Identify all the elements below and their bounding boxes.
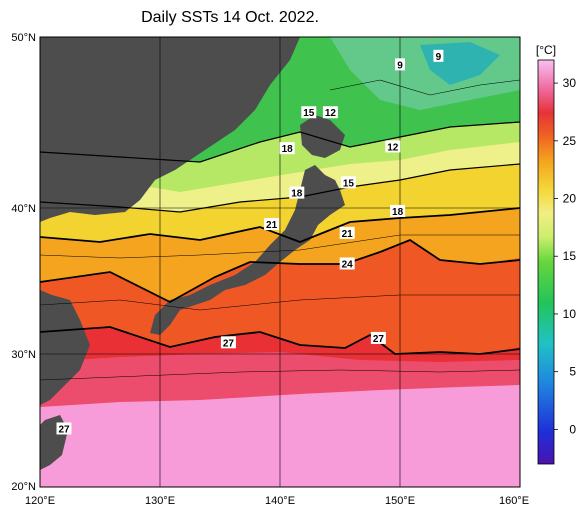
isotherm-label: 18: [291, 189, 303, 200]
graticule: [39, 36, 521, 488]
isotherm-labels: 9 9 15 12 12 18 15 18 18 21 21 24 27 27 27: [56, 49, 444, 435]
colorbar-tick-label: 0: [569, 422, 576, 436]
isotherm-label: 27: [373, 334, 385, 345]
colorbar: [°C] 30 25 20 15 10 5 0: [536, 43, 576, 465]
colorbar-gradient: [537, 59, 555, 465]
isotherm-label-box: [264, 218, 280, 231]
isotherm-label-box: [370, 331, 386, 344]
lon-tick-160: 160°E: [499, 495, 529, 507]
isotherm-label: 24: [342, 259, 354, 270]
isotherm-label-box: [56, 422, 72, 435]
map-title: Daily SSTs 14 Oct. 2022.: [141, 9, 319, 26]
lon-tick-130: 130°E: [145, 495, 175, 507]
isotherm-label-box: [301, 106, 317, 119]
lon-tick-140: 140°E: [265, 495, 295, 507]
isotherm-label-box: [339, 257, 355, 270]
isotherm-label-box: [390, 204, 406, 217]
isotherm-label: 12: [325, 108, 337, 119]
lon-axis: 120°E 130°E 140°E 150°E 160°E: [25, 495, 529, 507]
isotherm-label: 9: [397, 60, 403, 71]
colorbar-tick-label: 15: [563, 249, 577, 263]
lon-tick-150: 150°E: [385, 495, 415, 507]
isotherm-label-box: [340, 176, 356, 189]
isotherm-label: 18: [282, 144, 294, 155]
isotherm-label: 9: [436, 52, 442, 63]
colorbar-tick-label: 5: [569, 365, 576, 379]
colorbar-tick-label: 25: [563, 134, 577, 148]
isotherm-label-box: [433, 49, 444, 62]
isotherm-label: 27: [223, 338, 235, 349]
colorbar-ticks: 30 25 20 15 10 5 0: [554, 76, 576, 436]
colorbar-tick-label: 10: [563, 307, 577, 321]
colorbar-tick-label: 30: [563, 76, 577, 90]
isotherm-label: 15: [343, 178, 355, 189]
lat-tick-20: 20°N: [11, 481, 36, 493]
colorbar-unit: [°C]: [536, 43, 556, 57]
colorbar-tick-label: 20: [563, 192, 577, 206]
isotherm-label: 12: [387, 142, 399, 153]
isotherm-label-box: [220, 336, 236, 349]
lat-tick-50: 50°N: [11, 32, 36, 44]
lat-tick-30: 30°N: [11, 349, 36, 361]
isotherm-label: 27: [58, 424, 70, 435]
isotherm-label: 21: [266, 220, 278, 231]
isotherm-label-box: [279, 142, 295, 155]
lon-tick-120: 120°E: [25, 495, 55, 507]
isotherm-label-box: [385, 140, 401, 153]
isotherm-label-box: [289, 186, 305, 199]
isotherm-label-box: [395, 58, 405, 71]
isotherm-label: 21: [342, 229, 354, 240]
land: [40, 37, 345, 470]
isotherm-label-box: [322, 106, 338, 119]
isotherm-label: 15: [303, 108, 315, 119]
isotherm-label-box: [339, 226, 355, 239]
lat-tick-40: 40°N: [11, 203, 36, 215]
lat-axis: 50°N 40°N 30°N 20°N: [11, 32, 36, 493]
isotherm-label: 18: [392, 207, 404, 218]
